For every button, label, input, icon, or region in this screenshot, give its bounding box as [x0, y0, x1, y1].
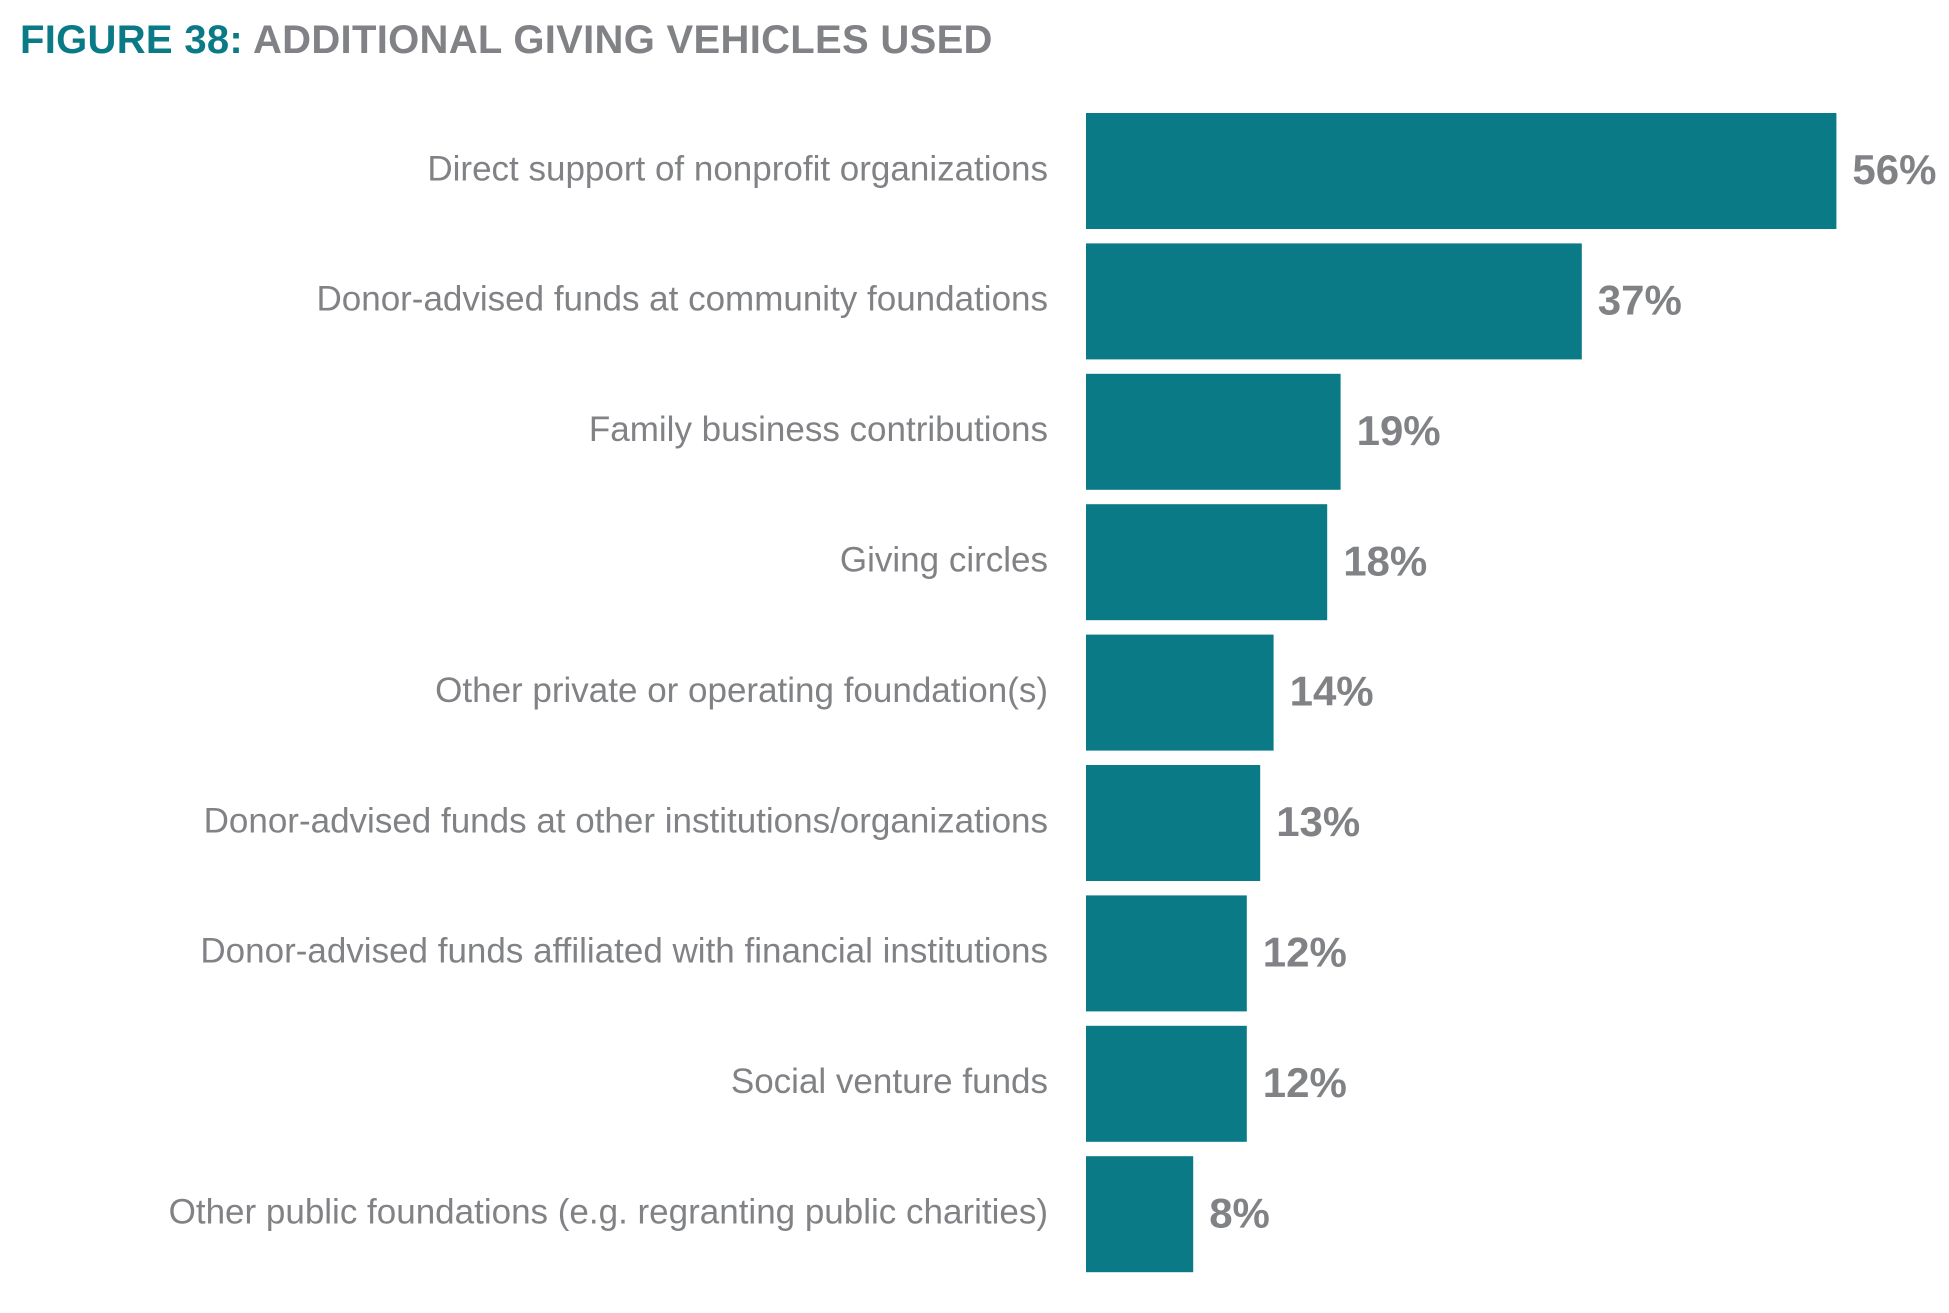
bar: [1086, 113, 1837, 229]
bar: [1086, 504, 1328, 621]
bar: [1086, 634, 1274, 751]
value-label: 56%: [1852, 146, 1936, 193]
category-label: Giving circles: [840, 540, 1048, 579]
bar: [1086, 765, 1261, 881]
value-label: 37%: [1598, 276, 1682, 323]
bar: [1086, 1156, 1194, 1273]
category-label: Donor-advised funds at community foundat…: [316, 280, 1048, 319]
category-label: Donor-advised funds at other institution…: [204, 801, 1048, 840]
category-label: Social venture funds: [731, 1062, 1048, 1101]
value-label: 12%: [1263, 1059, 1347, 1106]
value-label: 14%: [1290, 668, 1374, 715]
value-label: 8%: [1209, 1189, 1270, 1236]
category-label: Family business contributions: [589, 410, 1048, 449]
category-label: Donor-advised funds affiliated with fina…: [200, 932, 1048, 971]
category-label: Other private or operating foundation(s): [435, 671, 1048, 710]
category-label: Other public foundations (e.g. regrantin…: [169, 1192, 1048, 1231]
figure-title: FIGURE 38: ADDITIONAL GIVING VEHICLES US…: [20, 18, 993, 63]
bar: [1086, 243, 1582, 360]
bar: [1086, 1025, 1247, 1142]
bar: [1086, 895, 1247, 1012]
value-label: 18%: [1343, 537, 1427, 584]
figure-number: FIGURE 38:: [20, 18, 244, 62]
category-label: Direct support of nonprofit organization…: [427, 149, 1048, 188]
value-label: 13%: [1276, 798, 1360, 845]
bar: [1086, 373, 1341, 490]
value-label: 12%: [1263, 928, 1347, 975]
chart-title: ADDITIONAL GIVING VEHICLES USED: [252, 18, 993, 62]
value-label: 19%: [1357, 407, 1441, 454]
